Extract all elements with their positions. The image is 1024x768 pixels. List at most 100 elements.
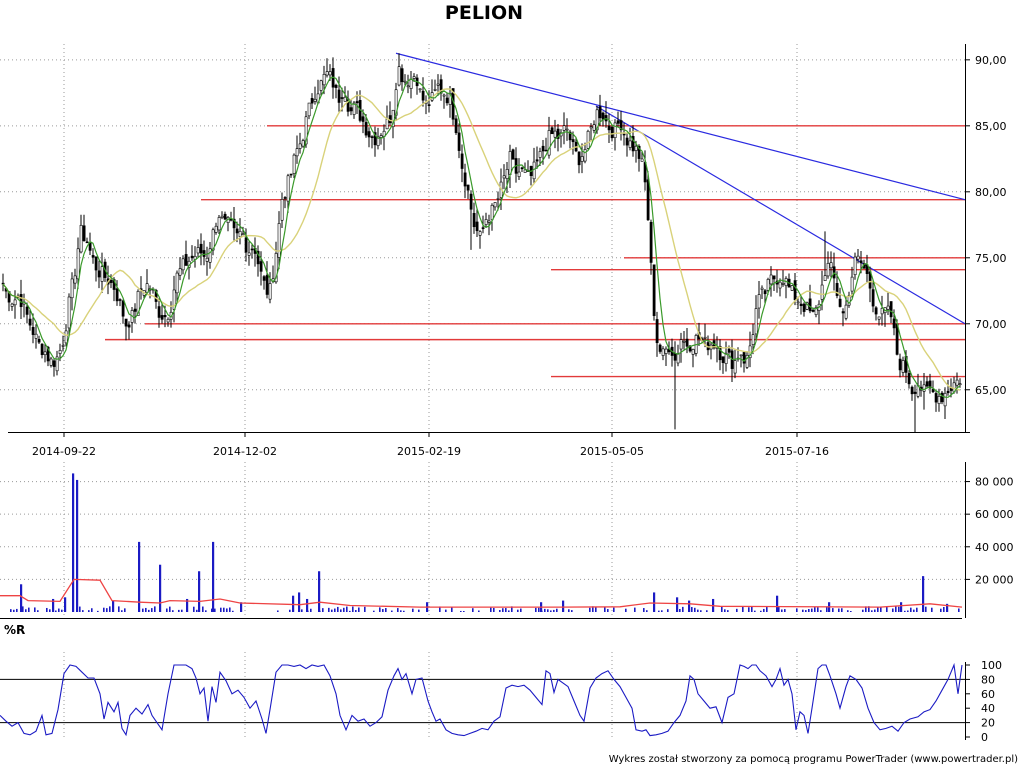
candle-body bbox=[490, 204, 494, 221]
candle-body bbox=[73, 275, 77, 284]
candle-body bbox=[589, 126, 593, 129]
candle-body bbox=[418, 88, 422, 91]
candle-body bbox=[97, 270, 101, 278]
volume-bar bbox=[142, 608, 144, 612]
volume-bar bbox=[907, 610, 909, 612]
volume-bar bbox=[862, 609, 864, 612]
candle-body bbox=[691, 349, 695, 355]
volume-bar bbox=[568, 609, 570, 612]
trend-line bbox=[595, 105, 966, 325]
candle-body bbox=[412, 76, 416, 79]
volume-bar bbox=[343, 607, 345, 612]
wr-ytick-label: 80 bbox=[981, 673, 995, 686]
volume-bar bbox=[220, 607, 222, 612]
volume-bar bbox=[694, 607, 696, 612]
volume-bar bbox=[318, 571, 321, 612]
short-moving-average bbox=[2, 76, 961, 398]
volume-bar bbox=[511, 606, 513, 612]
volume-bar bbox=[571, 610, 573, 612]
candle-body bbox=[31, 327, 35, 335]
volume-bar bbox=[895, 606, 897, 612]
volume-bar bbox=[10, 609, 12, 612]
candle-body bbox=[328, 71, 332, 76]
candle-body bbox=[802, 303, 806, 312]
volume-bar bbox=[322, 608, 324, 612]
candle-body bbox=[565, 128, 569, 131]
volume-bar bbox=[472, 608, 474, 612]
candle-body bbox=[931, 389, 935, 393]
candle-body bbox=[364, 122, 368, 136]
candle-body bbox=[385, 118, 389, 130]
volume-bar bbox=[653, 592, 656, 612]
candle-body bbox=[829, 262, 833, 269]
candle-body bbox=[637, 145, 641, 159]
candle-body bbox=[313, 98, 317, 102]
volume-bar bbox=[226, 608, 228, 612]
volume-bar bbox=[898, 606, 900, 612]
candle-body bbox=[946, 390, 950, 394]
volume-bar bbox=[76, 479, 79, 612]
candle-body bbox=[610, 126, 614, 139]
candle-body bbox=[400, 68, 404, 83]
candle-body bbox=[769, 274, 773, 285]
candle-body bbox=[334, 84, 338, 88]
candle-body bbox=[295, 148, 299, 157]
volume-bar bbox=[334, 608, 336, 612]
candle-body bbox=[199, 243, 203, 254]
candle-body bbox=[121, 300, 125, 317]
candle-body bbox=[898, 358, 902, 371]
candle-body bbox=[778, 281, 782, 289]
candle-body bbox=[517, 171, 521, 177]
candle-body bbox=[238, 231, 242, 238]
candle-body bbox=[520, 167, 524, 170]
volume-bar bbox=[676, 597, 679, 612]
candle-body bbox=[739, 354, 743, 357]
volume-bar bbox=[724, 609, 726, 612]
candle-body bbox=[181, 258, 185, 271]
volume-bar bbox=[925, 606, 927, 612]
volume-bar bbox=[148, 609, 150, 612]
candle-body bbox=[835, 283, 839, 296]
volume-bar bbox=[229, 607, 231, 612]
volume-bar bbox=[289, 609, 291, 612]
volume-bar bbox=[691, 607, 693, 612]
candle-body bbox=[13, 299, 17, 306]
candle-body bbox=[607, 125, 611, 131]
candle-body bbox=[853, 256, 857, 276]
volume-bar bbox=[607, 609, 609, 612]
candle-body bbox=[37, 339, 41, 343]
candle-body bbox=[646, 179, 650, 221]
volume-bar bbox=[205, 610, 207, 612]
volume-bar bbox=[91, 608, 93, 612]
candle-body bbox=[844, 304, 848, 319]
candle-body bbox=[94, 256, 98, 271]
candle-body bbox=[220, 215, 224, 218]
candle-body bbox=[508, 151, 512, 175]
candle-body bbox=[577, 151, 581, 166]
candle-body bbox=[496, 198, 500, 200]
volume-bar bbox=[55, 610, 57, 612]
volume-bar bbox=[418, 609, 420, 612]
volume-bar bbox=[240, 602, 243, 612]
candle-body bbox=[763, 290, 767, 295]
candle-body bbox=[877, 316, 881, 320]
volume-bar bbox=[382, 609, 384, 612]
volume-bar bbox=[151, 608, 153, 612]
candle-body bbox=[568, 131, 572, 141]
volume-bar bbox=[553, 609, 555, 612]
candle-body bbox=[826, 262, 830, 277]
volume-bar bbox=[748, 607, 750, 612]
volume-bar bbox=[82, 610, 84, 612]
volume-bar bbox=[373, 610, 375, 612]
candle-body bbox=[154, 289, 158, 302]
volume-bar bbox=[277, 610, 279, 612]
volume-bar bbox=[400, 610, 402, 612]
volume-bar bbox=[37, 610, 39, 612]
candle-body bbox=[367, 131, 371, 138]
candle-body bbox=[751, 334, 755, 345]
volume-bar bbox=[721, 606, 723, 612]
volume-bar bbox=[778, 607, 780, 612]
volume-bar bbox=[682, 606, 684, 612]
candle-body bbox=[436, 83, 440, 86]
candle-body bbox=[223, 213, 227, 220]
